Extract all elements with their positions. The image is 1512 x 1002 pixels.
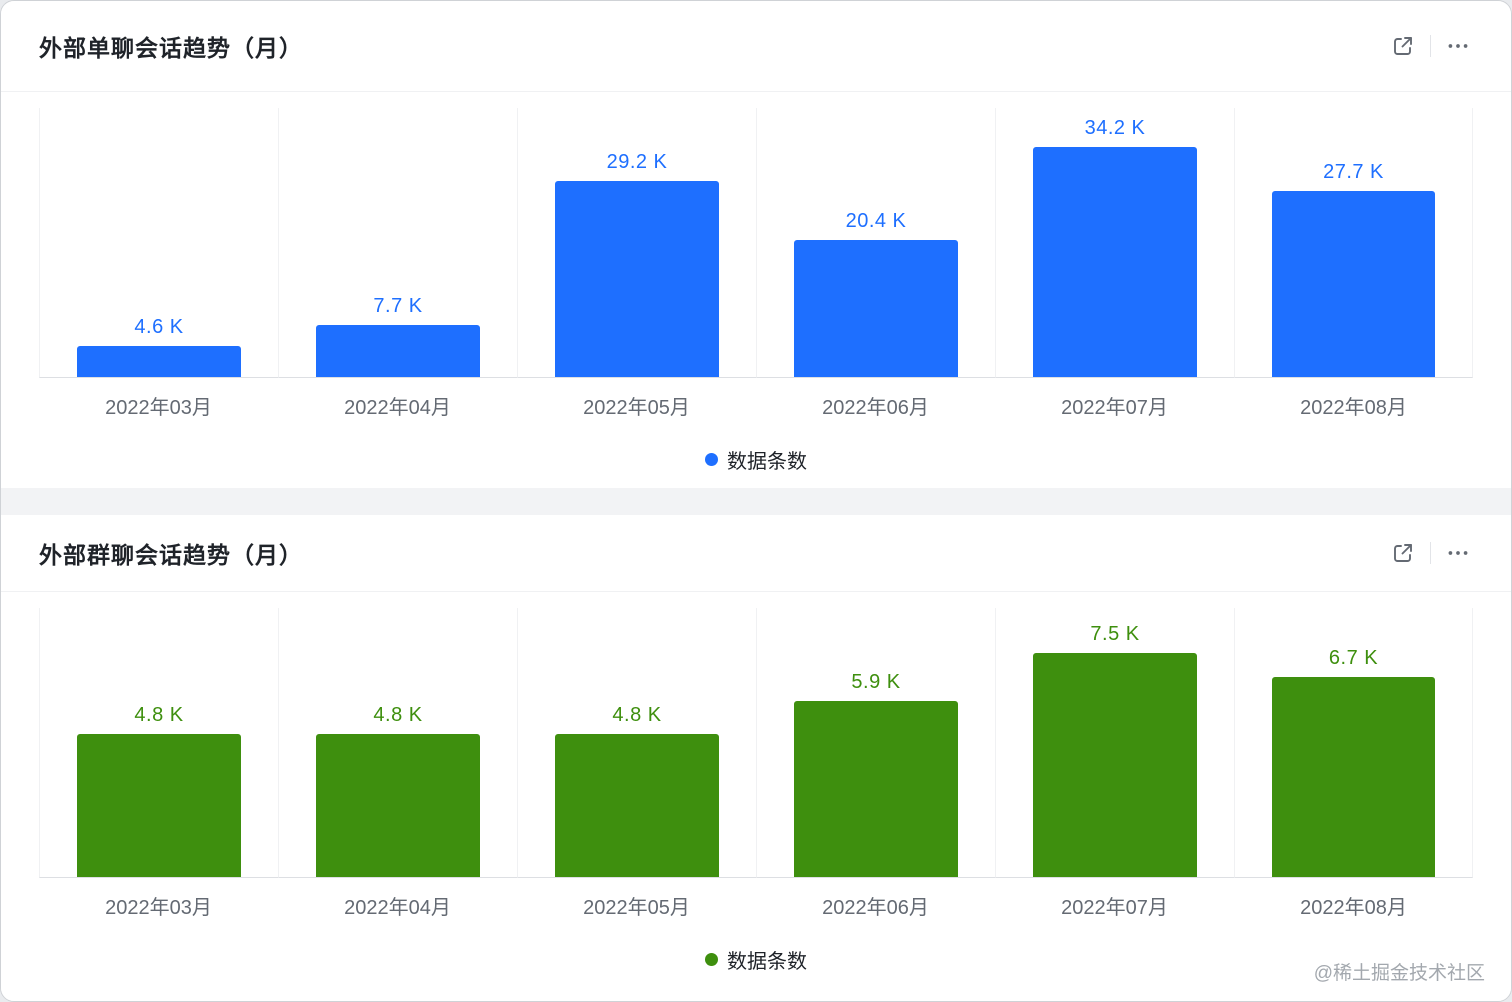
bar[interactable] [554, 733, 720, 877]
plot-cell: 4.8 K [39, 608, 278, 878]
plot-cell: 5.9 K [756, 608, 995, 878]
x-axis-label: 2022年08月 [1300, 897, 1407, 919]
chart-title: 外部群聊会话趋势（月） [39, 542, 303, 568]
x-axis-label: 2022年04月 [344, 397, 451, 419]
bar[interactable] [315, 325, 481, 377]
plot-cell: 27.7 K [1234, 108, 1473, 378]
export-icon[interactable] [1388, 538, 1418, 568]
legend-dot-icon [705, 453, 718, 466]
export-icon[interactable] [1388, 31, 1418, 61]
bar-group: 4.8 K 2022年03月 [39, 608, 278, 920]
chart-body: 4.6 K 2022年03月 7.7 K 2022年04月 29.2 K 2022年05月… [1, 92, 1511, 474]
plot-cell: 7.7 K [278, 108, 517, 378]
legend-dot-icon [705, 953, 718, 966]
bar-plot: 4.8 K 2022年03月 4.8 K 2022年04月 4.8 K 2022年05月 5… [39, 608, 1473, 920]
bar-plot: 4.6 K 2022年03月 7.7 K 2022年04月 29.2 K 2022年05月… [39, 108, 1473, 420]
bar-group: 29.2 K 2022年05月 [517, 108, 756, 420]
bar-group: 20.4 K 2022年06月 [756, 108, 995, 420]
card-header: 外部单聊会话趋势（月） [1, 1, 1511, 92]
x-axis-label: 2022年04月 [344, 897, 451, 919]
bar-value-label: 4.8 K [134, 703, 184, 726]
x-axis-label: 2022年07月 [1061, 397, 1168, 419]
more-icon[interactable] [1443, 538, 1473, 568]
bar-group: 4.8 K 2022年04月 [278, 608, 517, 920]
bar-group: 27.7 K 2022年08月 [1234, 108, 1473, 420]
bar-group: 7.5 K 2022年07月 [995, 608, 1234, 920]
bar[interactable] [1032, 652, 1198, 877]
header-actions [1388, 538, 1473, 568]
bar-value-label: 7.5 K [1090, 622, 1140, 645]
plot-cell: 4.8 K [517, 608, 756, 878]
bar-group: 4.8 K 2022年05月 [517, 608, 756, 920]
legend-label: 数据条数 [727, 451, 807, 473]
bar-group: 7.7 K 2022年04月 [278, 108, 517, 420]
bar-value-label: 4.8 K [373, 703, 423, 726]
header-actions [1388, 31, 1473, 61]
bar[interactable] [76, 346, 242, 377]
bar-group: 5.9 K 2022年06月 [756, 608, 995, 920]
bar[interactable] [793, 700, 959, 877]
watermark: @稀土掘金技术社区 [1313, 963, 1485, 984]
bar-group: 34.2 K 2022年07月 [995, 108, 1234, 420]
chart-title: 外部单聊会话趋势（月） [39, 35, 303, 61]
more-icon[interactable] [1443, 31, 1473, 61]
bar-value-label: 4.8 K [612, 703, 662, 726]
plot-cell: 6.7 K [1234, 608, 1473, 878]
plot-cell: 7.5 K [995, 608, 1234, 878]
plot-cell: 34.2 K [995, 108, 1234, 378]
x-axis-label: 2022年06月 [822, 897, 929, 919]
icon-divider [1430, 542, 1431, 564]
bar[interactable] [1271, 190, 1436, 377]
legend[interactable]: 数据条数 [39, 445, 1473, 474]
plot-cell: 4.8 K [278, 608, 517, 878]
bar-value-label: 7.7 K [373, 295, 423, 318]
x-axis-label: 2022年05月 [583, 397, 690, 419]
plot-cell: 29.2 K [517, 108, 756, 378]
bar[interactable] [76, 733, 242, 877]
bar-value-label: 27.7 K [1323, 160, 1384, 183]
bar[interactable] [793, 239, 959, 377]
x-axis-label: 2022年03月 [105, 897, 212, 919]
bar[interactable] [315, 733, 481, 877]
x-axis-label: 2022年05月 [583, 897, 690, 919]
chart-card-single-chat: 外部单聊会话趋势（月） 4.6 K 2022年03月 7.7 [1, 1, 1511, 488]
chart-card-group-chat: 外部群聊会话趋势（月） 4.8 K 2022年03月 4.8 [1, 515, 1511, 1001]
bar-group: 4.6 K 2022年03月 [39, 108, 278, 420]
plot-cell: 20.4 K [756, 108, 995, 378]
bar-group: 6.7 K 2022年08月 [1234, 608, 1473, 920]
icon-divider [1430, 35, 1431, 57]
card-header: 外部群聊会话趋势（月） [1, 515, 1511, 592]
bar-value-label: 20.4 K [845, 209, 907, 232]
bar-value-label: 29.2 K [606, 150, 668, 173]
card-gap [1, 488, 1511, 515]
x-axis-label: 2022年08月 [1300, 397, 1407, 419]
legend[interactable]: 数据条数 [39, 945, 1473, 974]
x-axis-label: 2022年07月 [1061, 897, 1168, 919]
bar[interactable] [1032, 147, 1198, 377]
x-axis-label: 2022年06月 [822, 397, 929, 419]
x-axis-label: 2022年03月 [105, 397, 212, 419]
bar[interactable] [1271, 676, 1436, 877]
bar-value-label: 6.7 K [1328, 646, 1379, 669]
chart-body: 4.8 K 2022年03月 4.8 K 2022年04月 4.8 K 2022年05月 5… [1, 592, 1511, 974]
bar-value-label: 4.6 K [134, 316, 184, 339]
plot-cell: 4.6 K [39, 108, 278, 378]
legend-label: 数据条数 [727, 951, 807, 973]
bar[interactable] [554, 180, 720, 377]
bar-value-label: 34.2 K [1084, 117, 1146, 140]
bar-value-label: 5.9 K [851, 670, 901, 693]
